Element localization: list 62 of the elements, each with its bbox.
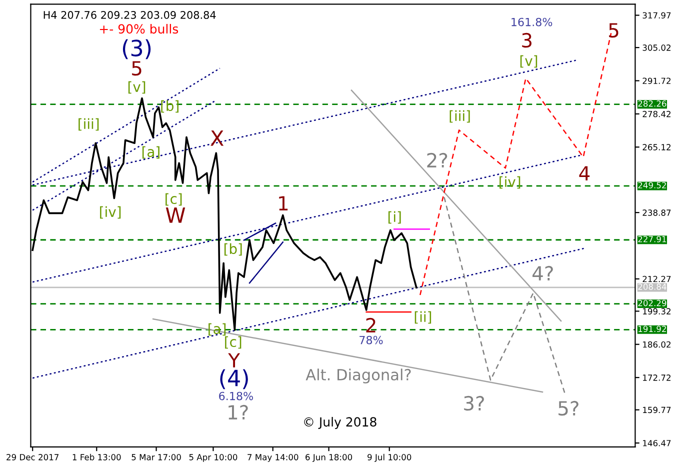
- y-tick-label: 146.47: [643, 440, 671, 446]
- annotation: [iv]: [100, 206, 121, 219]
- annotation: [iii]: [450, 110, 470, 123]
- annotation: 4?: [532, 266, 553, 280]
- annotation: 161.8%: [512, 18, 552, 26]
- y-tick-label: 159.77: [643, 406, 671, 414]
- y-tick-label: 317.97: [642, 12, 671, 19]
- annotation: (3): [122, 39, 151, 60]
- annotation: X: [210, 130, 224, 146]
- ref-line-label: 227.91: [638, 236, 666, 242]
- x-tick-label: 5 Apr 10:00: [189, 454, 238, 462]
- annotation: © July 2018: [304, 416, 376, 430]
- annotation: 4: [579, 166, 590, 180]
- annotation: [b]: [161, 100, 178, 113]
- annotation: 5: [132, 61, 142, 76]
- annotation: W: [166, 208, 186, 223]
- annotation: [c]: [166, 193, 182, 206]
- y-tick-label: 212.27: [642, 276, 671, 282]
- y-tick-label: 186.02: [643, 341, 670, 348]
- annotation: [i]: [388, 211, 401, 224]
- ref-line-label: 249.52: [638, 182, 666, 188]
- annotation: [ii]: [414, 311, 432, 324]
- annotation: (4): [220, 369, 248, 390]
- ref-line-label: 208.84: [638, 284, 666, 290]
- annotation: Y: [228, 353, 240, 368]
- x-tick-label: 9 Jul 10:00: [368, 454, 412, 462]
- ref-line-label: 202.29: [638, 300, 666, 306]
- annotation: Alt. Diagonal?: [306, 368, 411, 384]
- x-tick-label: 1 Feb 13:00: [72, 454, 121, 460]
- y-tick-label: 305.02: [642, 44, 670, 51]
- annotation: [a]: [142, 146, 160, 159]
- annotation: [v]: [128, 81, 146, 94]
- annotation: [iii]: [78, 118, 99, 131]
- annotation: +- 90% bulls: [100, 24, 178, 34]
- annotation: 2: [366, 318, 376, 332]
- annotation: 3: [522, 32, 532, 48]
- y-tick-label: 172.72: [643, 374, 670, 381]
- annotation: [v]: [520, 55, 538, 68]
- x-tick-label: 7 May 14:00: [248, 454, 298, 462]
- annotation: 6.18%: [219, 392, 253, 400]
- annotation: 1?: [228, 404, 248, 420]
- annotation: 2?: [427, 152, 448, 168]
- x-tick-label: 5 Mar 17:00: [132, 454, 181, 460]
- x-tick-label: 6 Jun 18:00: [306, 454, 352, 462]
- y-tick-label: 278.42: [642, 110, 670, 118]
- annotation: 5: [609, 23, 618, 38]
- annotation: 1: [279, 196, 288, 210]
- annotation: 78%: [360, 336, 383, 344]
- y-tick-label: 265.12: [642, 144, 670, 150]
- y-tick-label: 291.72: [642, 78, 670, 84]
- ref-line-label: 282.26: [638, 100, 666, 107]
- annotation: [iv]: [500, 176, 520, 189]
- ref-line-label: 191.92: [638, 326, 666, 332]
- y-tick-label: 238.87: [642, 210, 671, 216]
- annotation: 3?: [464, 396, 484, 411]
- annotation: 5?: [558, 400, 578, 416]
- x-tick-label: 29 Dec 2017: [6, 454, 58, 460]
- annotation: [b]: [224, 243, 242, 256]
- text: H4 207.76 209.23 203.09 208.84: [44, 11, 216, 19]
- annotation: [a]: [208, 323, 226, 336]
- annotation: [c]: [225, 336, 242, 349]
- y-tick-label: 199.32: [643, 308, 670, 314]
